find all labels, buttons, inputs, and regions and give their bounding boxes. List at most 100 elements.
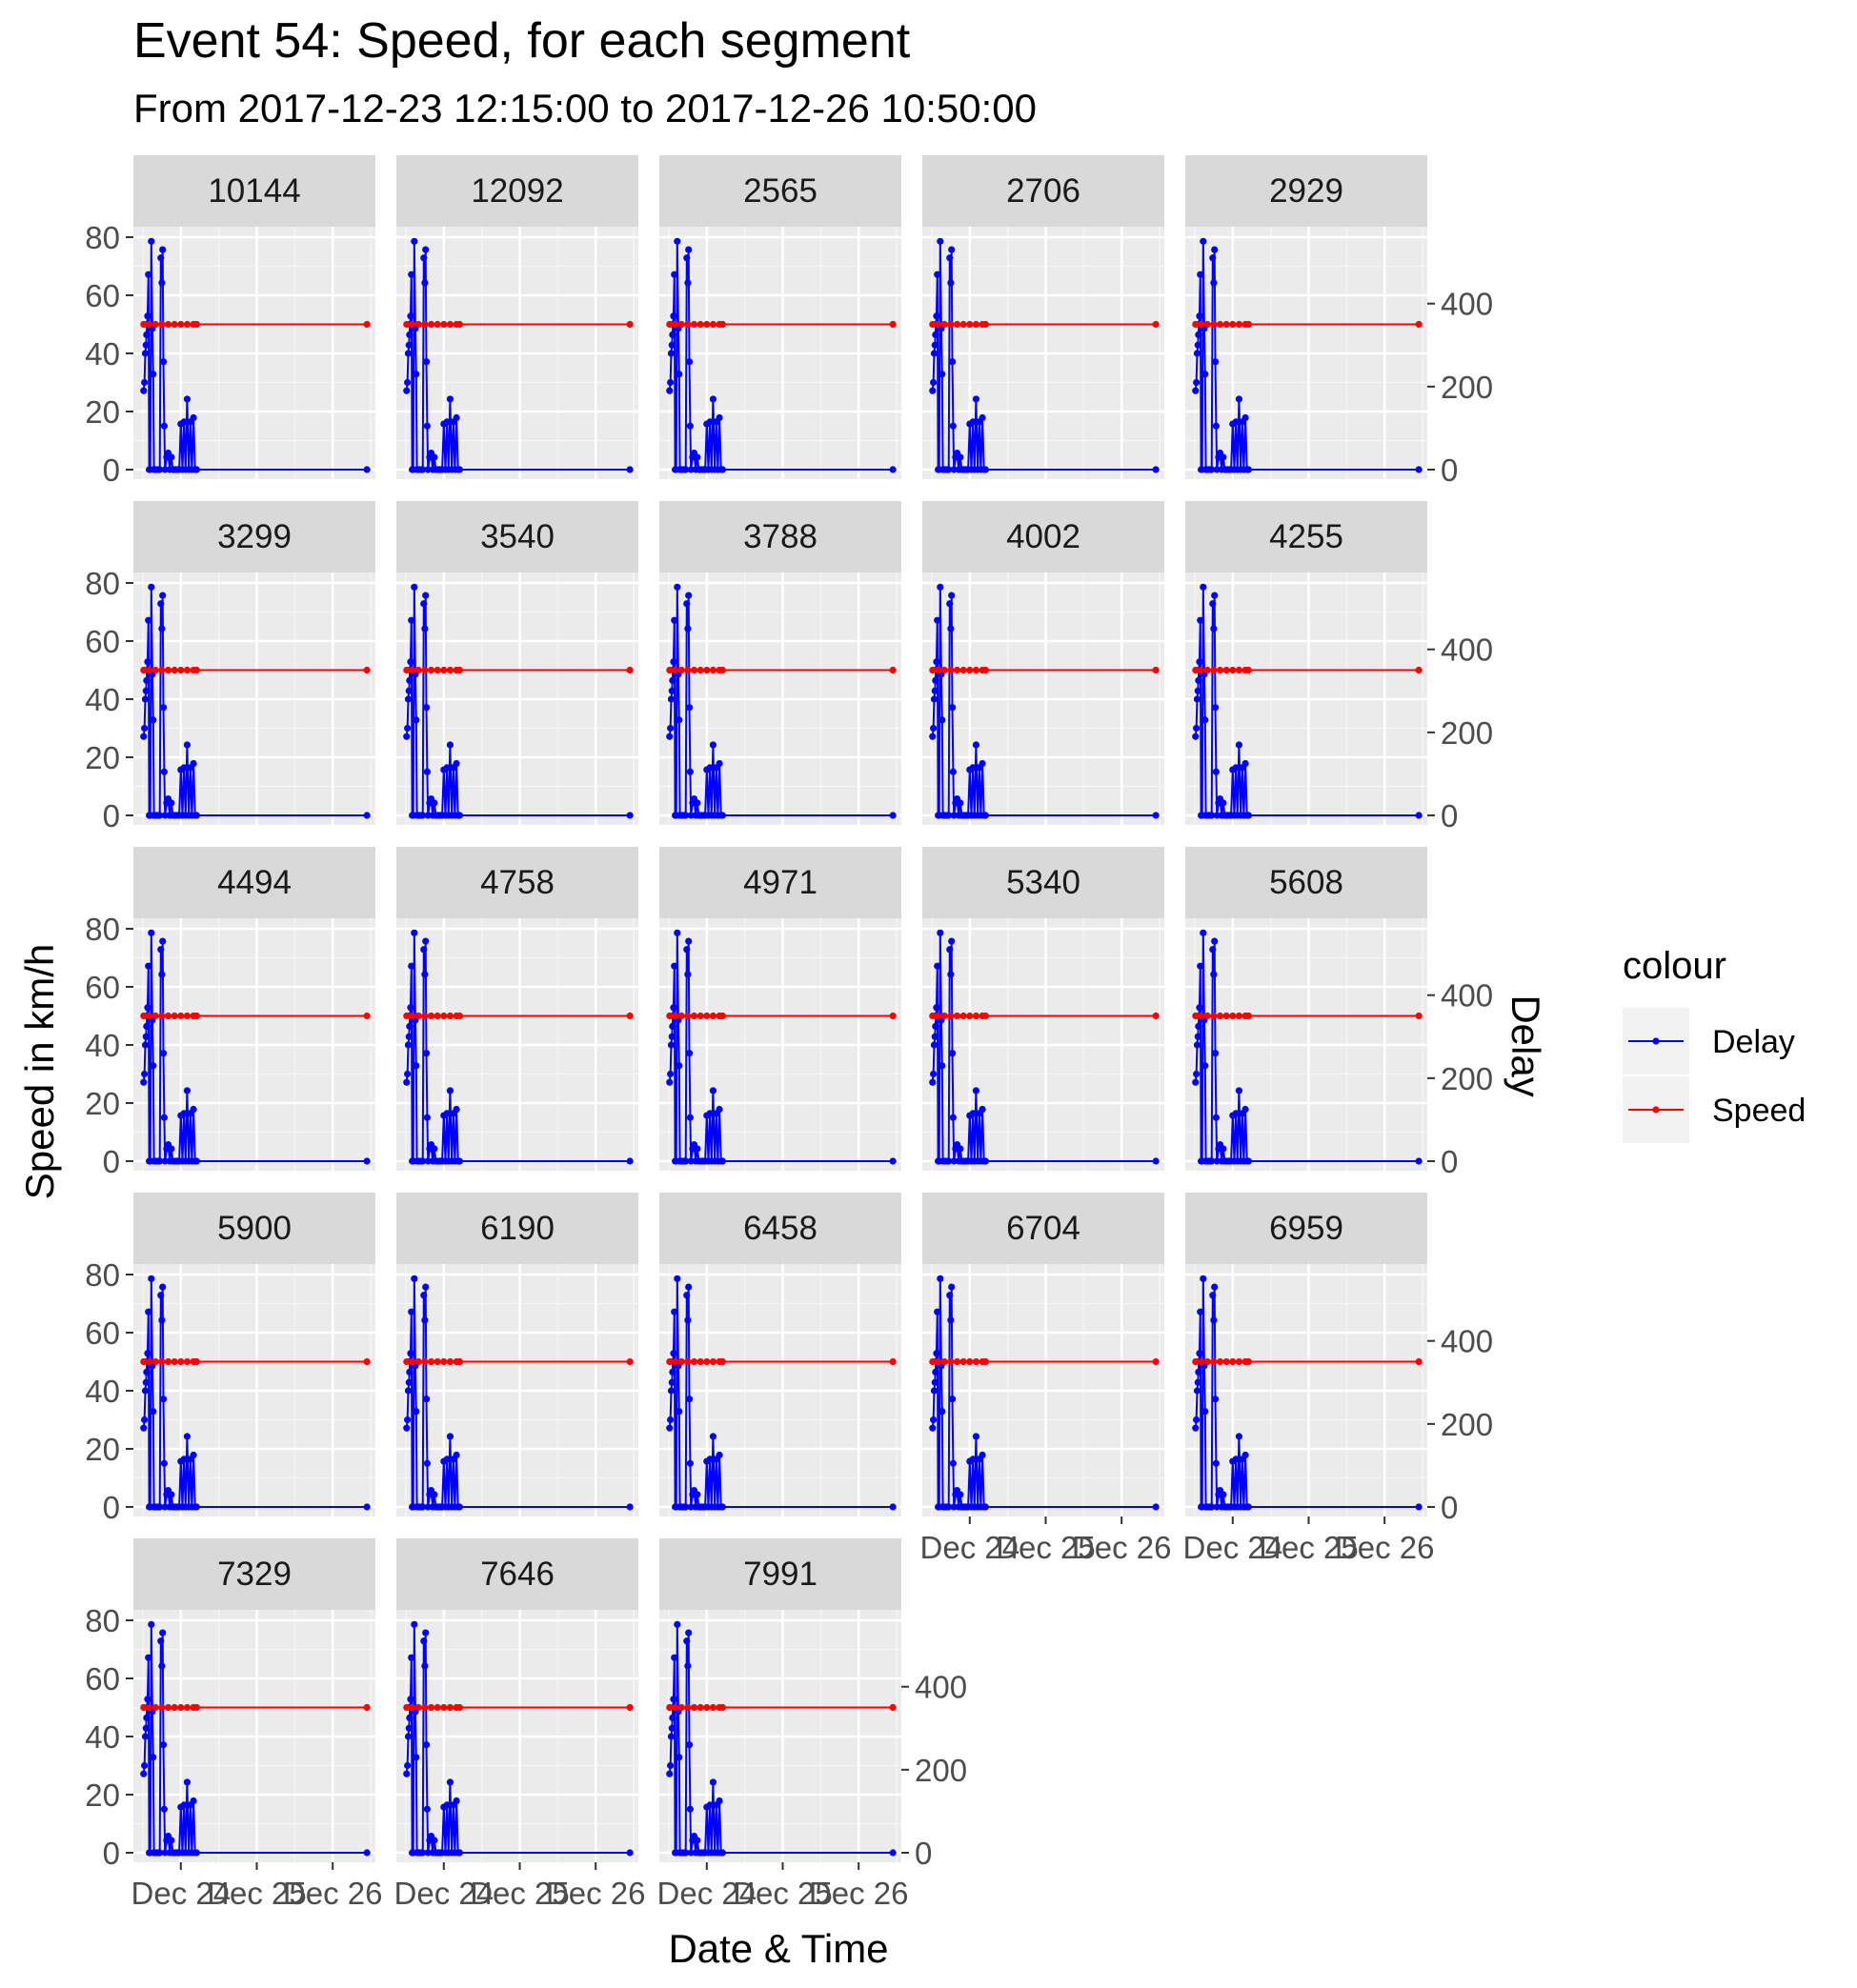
y2-tick-label: 200 bbox=[915, 1753, 967, 1788]
speed-point bbox=[177, 1357, 185, 1366]
delay-point bbox=[686, 1114, 694, 1121]
delay-point bbox=[161, 1849, 169, 1857]
delay-point bbox=[1194, 687, 1201, 694]
speed-point bbox=[403, 666, 411, 674]
delay-point bbox=[685, 246, 693, 253]
delay-point bbox=[1415, 1157, 1423, 1165]
delay-point bbox=[694, 453, 701, 461]
delay-point bbox=[669, 1368, 676, 1376]
speed-point bbox=[1235, 320, 1243, 329]
delay-point bbox=[706, 418, 714, 426]
speed-point bbox=[1244, 1357, 1253, 1366]
delay-point bbox=[420, 1292, 428, 1299]
delay-point bbox=[159, 704, 168, 712]
speed-point bbox=[446, 1012, 454, 1020]
delay-point bbox=[1201, 1062, 1209, 1070]
delay-point bbox=[1201, 371, 1209, 378]
delay-point bbox=[150, 716, 157, 724]
delay-point bbox=[407, 658, 414, 666]
delay-point bbox=[144, 1004, 151, 1012]
speed-point bbox=[1229, 1012, 1237, 1020]
delay-point bbox=[957, 1491, 964, 1498]
delay-point bbox=[420, 600, 428, 608]
speed-point bbox=[427, 1703, 435, 1712]
delay-point bbox=[668, 341, 676, 349]
delay-point bbox=[670, 312, 677, 320]
delay-point bbox=[945, 812, 953, 819]
delay-point bbox=[1195, 1022, 1202, 1030]
delay-point bbox=[455, 812, 464, 819]
delay-point bbox=[1213, 812, 1221, 819]
delay-point bbox=[889, 1849, 897, 1857]
speed-point bbox=[718, 666, 727, 674]
delay-point bbox=[709, 741, 717, 749]
delay-point bbox=[431, 1837, 438, 1844]
delay-point bbox=[716, 413, 723, 422]
speed-point bbox=[177, 320, 185, 329]
delay-point bbox=[1244, 1157, 1253, 1165]
facet-strip bbox=[659, 1193, 901, 1264]
delay-point bbox=[684, 971, 692, 978]
speed-point bbox=[940, 666, 948, 674]
speed-point bbox=[1192, 320, 1200, 329]
delay-point bbox=[408, 1654, 415, 1661]
delay-point bbox=[431, 453, 438, 461]
facet-strip bbox=[396, 501, 638, 572]
speed-point bbox=[363, 666, 371, 674]
speed-point bbox=[1229, 320, 1237, 329]
delay-point bbox=[1196, 312, 1203, 320]
delay-point bbox=[144, 312, 151, 320]
delay-point bbox=[406, 1022, 414, 1030]
speed-point bbox=[403, 1703, 411, 1712]
speed-point bbox=[140, 1012, 148, 1020]
delay-point bbox=[443, 1801, 451, 1809]
delay-point bbox=[455, 466, 464, 473]
speed-point bbox=[1415, 1357, 1423, 1366]
delay-point bbox=[933, 1004, 940, 1012]
speed-point bbox=[434, 1703, 441, 1712]
speed-point bbox=[1235, 666, 1243, 674]
delay-point bbox=[161, 812, 169, 819]
delay-point bbox=[141, 1761, 149, 1770]
delay-point bbox=[145, 616, 152, 624]
delay-point bbox=[950, 1503, 958, 1511]
facet-label: 5900 bbox=[217, 1210, 292, 1247]
delay-point bbox=[685, 704, 694, 712]
facet-strip bbox=[133, 155, 375, 227]
speed-point bbox=[140, 666, 148, 674]
speed-point bbox=[151, 666, 159, 674]
delay-point bbox=[687, 812, 695, 819]
delay-point bbox=[684, 279, 692, 287]
speed-point bbox=[427, 320, 435, 329]
delay-point bbox=[453, 759, 460, 768]
delay-point bbox=[937, 237, 944, 245]
delay-point bbox=[1210, 279, 1218, 287]
delay-point bbox=[1232, 418, 1240, 426]
delay-point bbox=[939, 716, 946, 724]
facet-strip bbox=[133, 501, 375, 572]
delay-point bbox=[718, 466, 727, 473]
delay-point bbox=[145, 271, 152, 278]
delay-point bbox=[969, 418, 977, 426]
delay-point bbox=[190, 1797, 197, 1805]
y-tick-label: 40 bbox=[85, 1719, 120, 1755]
speed-point bbox=[1203, 666, 1211, 674]
speed-point bbox=[151, 1703, 159, 1712]
delay-point bbox=[668, 687, 676, 694]
speed-point bbox=[677, 666, 685, 674]
speed-point bbox=[718, 1012, 727, 1020]
facet-label: 3540 bbox=[480, 518, 555, 555]
chart-title: Event 54: Speed, for each segment bbox=[133, 13, 911, 69]
delay-point bbox=[972, 1087, 980, 1094]
delay-point bbox=[668, 1724, 676, 1732]
delay-point bbox=[363, 1849, 371, 1857]
y-tick-label: 40 bbox=[85, 336, 120, 371]
facet-strip bbox=[396, 847, 638, 918]
delay-point bbox=[157, 600, 165, 608]
delay-point bbox=[972, 1433, 980, 1440]
delay-point bbox=[180, 1456, 188, 1463]
delay-point bbox=[1241, 413, 1249, 422]
speed-point bbox=[183, 1703, 192, 1712]
speed-point bbox=[192, 1012, 201, 1020]
x-tick-label: Dec 25 bbox=[1259, 1530, 1359, 1565]
